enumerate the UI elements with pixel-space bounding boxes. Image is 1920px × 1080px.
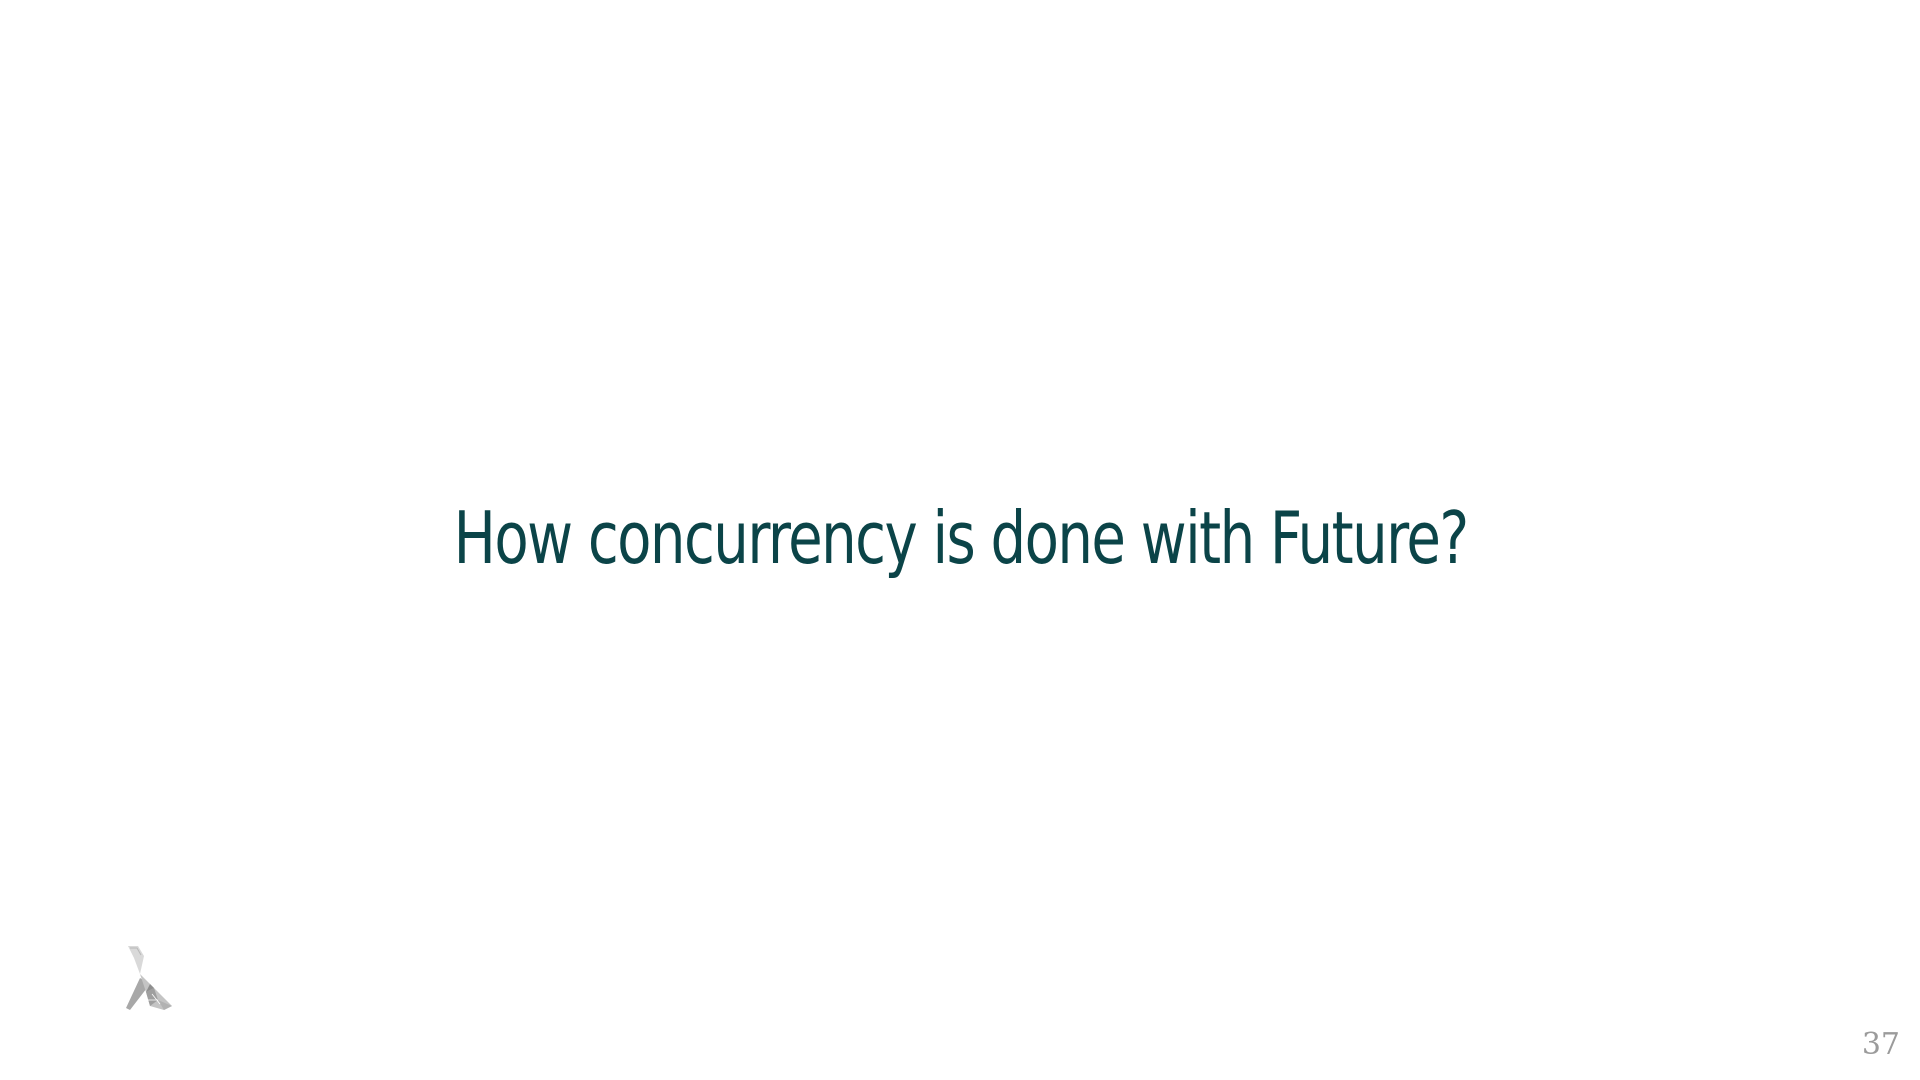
page-number: 37 [1861,1027,1900,1062]
lambda-logo-icon [126,946,172,1010]
slide-title: How concurrency is done with Future? [453,496,1470,580]
